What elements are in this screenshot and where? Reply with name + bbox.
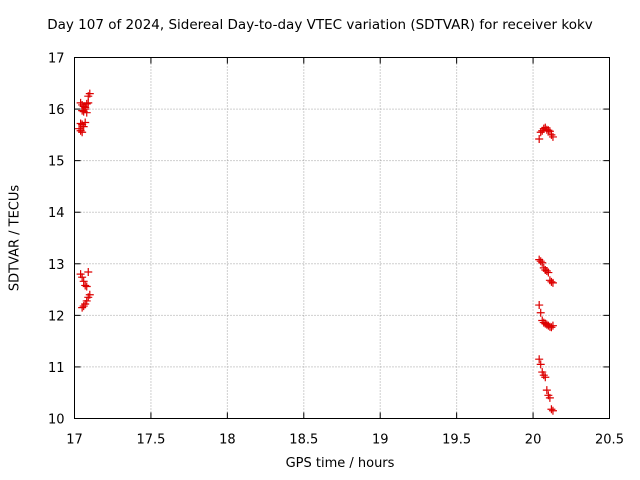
- data-point-plus-marker: [547, 405, 556, 414]
- y-axis-label: SDTVAR / TECUs: [7, 184, 23, 292]
- data-point-plus-marker: [85, 89, 94, 98]
- data-point-plus-marker: [542, 386, 551, 395]
- y-tick-label: 12: [48, 309, 65, 324]
- x-tick-label: 18.5: [289, 433, 318, 448]
- data-point-plus-marker: [535, 301, 544, 310]
- x-tick-label: 17: [66, 433, 83, 448]
- y-tick-label: 17: [48, 52, 65, 67]
- data-point-plus-marker: [79, 302, 88, 311]
- y-tick-label: 14: [48, 206, 65, 221]
- x-tick-label: 18: [219, 433, 236, 448]
- data-point-plus-marker: [536, 360, 545, 369]
- y-tick-label: 16: [48, 103, 65, 118]
- data-point-plus-marker: [84, 98, 93, 107]
- data-point-plus-marker: [536, 308, 545, 317]
- data-point-plus-marker: [85, 290, 94, 299]
- data-point-plus-marker: [547, 277, 556, 286]
- data-point-plus-marker: [542, 267, 551, 276]
- data-point-plus-marker: [544, 126, 553, 135]
- data-point-plus-marker: [76, 126, 85, 135]
- data-point-plus-marker: [79, 122, 88, 131]
- data-point-plus-marker: [541, 373, 550, 382]
- axis-ticks: 17 17.5 18 18.5 19 19.5 20 20.5 10 11 12 13 14 15 16 17: [48, 52, 624, 448]
- x-tick-label: 17.5: [136, 433, 165, 448]
- data-point-plus-marker: [538, 258, 547, 267]
- data-point-plus-marker: [82, 99, 91, 108]
- data-point-plus-marker: [544, 268, 553, 277]
- data-point-plus-marker: [535, 355, 544, 364]
- data-point-plus-marker: [547, 130, 556, 139]
- data-point-plus-marker: [545, 127, 554, 136]
- data-point-plus-marker: [548, 278, 557, 287]
- data-point-plus-marker: [78, 128, 87, 137]
- y-tick-label: 10: [48, 413, 65, 428]
- data-point-plus-marker: [535, 134, 544, 143]
- data-point-plus-marker: [78, 273, 87, 282]
- data-point-plus-marker: [547, 323, 556, 332]
- data-points: [75, 89, 557, 415]
- data-point-plus-marker: [82, 108, 91, 117]
- data-point-plus-marker: [79, 277, 88, 286]
- data-point-plus-marker: [82, 282, 91, 291]
- data-point-plus-marker: [539, 371, 548, 380]
- y-tick-label: 15: [48, 155, 65, 170]
- data-point-plus-marker: [548, 406, 557, 415]
- x-tick-label: 19: [372, 433, 389, 448]
- data-point-plus-marker: [81, 281, 90, 290]
- data-point-plus-marker: [82, 296, 91, 305]
- x-tick-label: 19.5: [442, 433, 471, 448]
- y-tick-label: 11: [48, 361, 65, 376]
- grid-lines: [74, 57, 610, 419]
- x-tick-label: 20: [525, 433, 542, 448]
- x-axis-label: GPS time / hours: [285, 456, 395, 471]
- data-point-plus-marker: [545, 393, 554, 402]
- data-point-plus-marker: [548, 321, 557, 330]
- data-point-plus-marker: [84, 268, 93, 277]
- data-point-plus-marker: [536, 257, 545, 266]
- x-tick-label: 20.5: [595, 433, 624, 448]
- data-point-plus-marker: [81, 118, 90, 127]
- plot-frame: [74, 57, 610, 419]
- data-point-plus-marker: [81, 105, 90, 114]
- y-tick-label: 13: [48, 258, 65, 273]
- chart-title: Day 107 of 2024, Sidereal Day-to-day VTE…: [47, 17, 593, 33]
- data-point-plus-marker: [548, 132, 557, 141]
